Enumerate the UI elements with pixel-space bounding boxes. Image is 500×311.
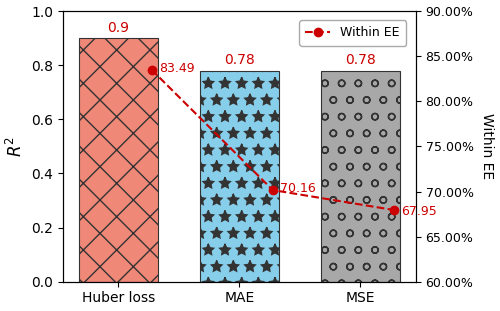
Text: 70.16: 70.16 [280, 182, 316, 195]
Bar [321, 71, 400, 282]
Text: 0.78: 0.78 [345, 53, 376, 67]
Y-axis label: $R^2$: $R^2$ [6, 136, 25, 157]
Y-axis label: Within EE: Within EE [480, 113, 494, 179]
Legend: Within EE: Within EE [299, 20, 406, 45]
Line: Within EE: Within EE [148, 66, 398, 214]
Text: 0.78: 0.78 [224, 53, 255, 67]
Text: 67.95: 67.95 [401, 205, 437, 218]
Within EE [270, 188, 276, 192]
Bar [79, 38, 158, 282]
Within EE [391, 208, 397, 212]
Text: 0.9: 0.9 [108, 21, 130, 35]
Bar [200, 71, 279, 282]
Text: 83.49: 83.49 [159, 62, 194, 75]
Within EE [148, 68, 154, 72]
